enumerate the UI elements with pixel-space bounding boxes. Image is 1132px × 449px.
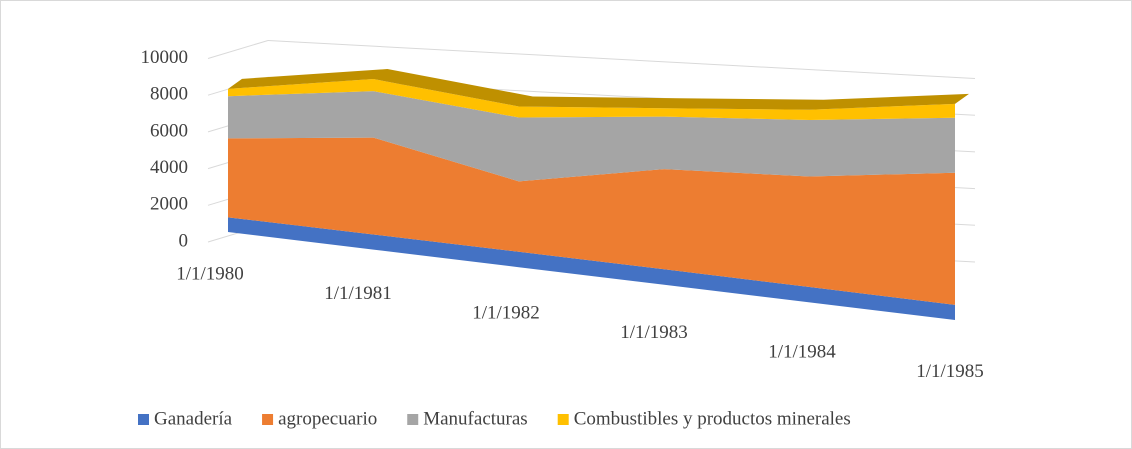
x-tick-label: 1/1/1980	[176, 263, 244, 284]
legend-label: Combustibles y productos minerales	[574, 408, 851, 429]
legend-swatch	[138, 414, 149, 425]
y-tick-label: 8000	[150, 84, 188, 105]
y-tick-label: 2000	[150, 194, 188, 215]
grid-line	[267, 40, 976, 79]
legend-label: Manufacturas	[423, 408, 527, 429]
x-tick-label: 1/1/1982	[472, 302, 540, 323]
legend-label: Ganadería	[154, 408, 233, 429]
area-top-face	[228, 69, 969, 110]
area	[228, 79, 955, 121]
legend-swatch	[262, 414, 274, 425]
area	[228, 137, 955, 305]
y-tick-label: 0	[179, 230, 189, 251]
area	[228, 91, 955, 182]
y-tick-label: 4000	[150, 157, 188, 178]
area	[228, 217, 955, 320]
grid-line	[207, 40, 269, 59]
x-tick-label: 1/1/1983	[620, 322, 688, 343]
legend-swatch	[407, 414, 419, 425]
y-tick-label: 10000	[141, 47, 189, 68]
x-tick-label: 1/1/1981	[324, 283, 392, 304]
y-tick-label: 6000	[150, 120, 188, 141]
legend-swatch	[557, 414, 569, 425]
x-tick-label: 1/1/1985	[916, 361, 984, 382]
x-tick-label: 1/1/1984	[768, 341, 836, 362]
legend-label: agropecuario	[278, 408, 377, 429]
